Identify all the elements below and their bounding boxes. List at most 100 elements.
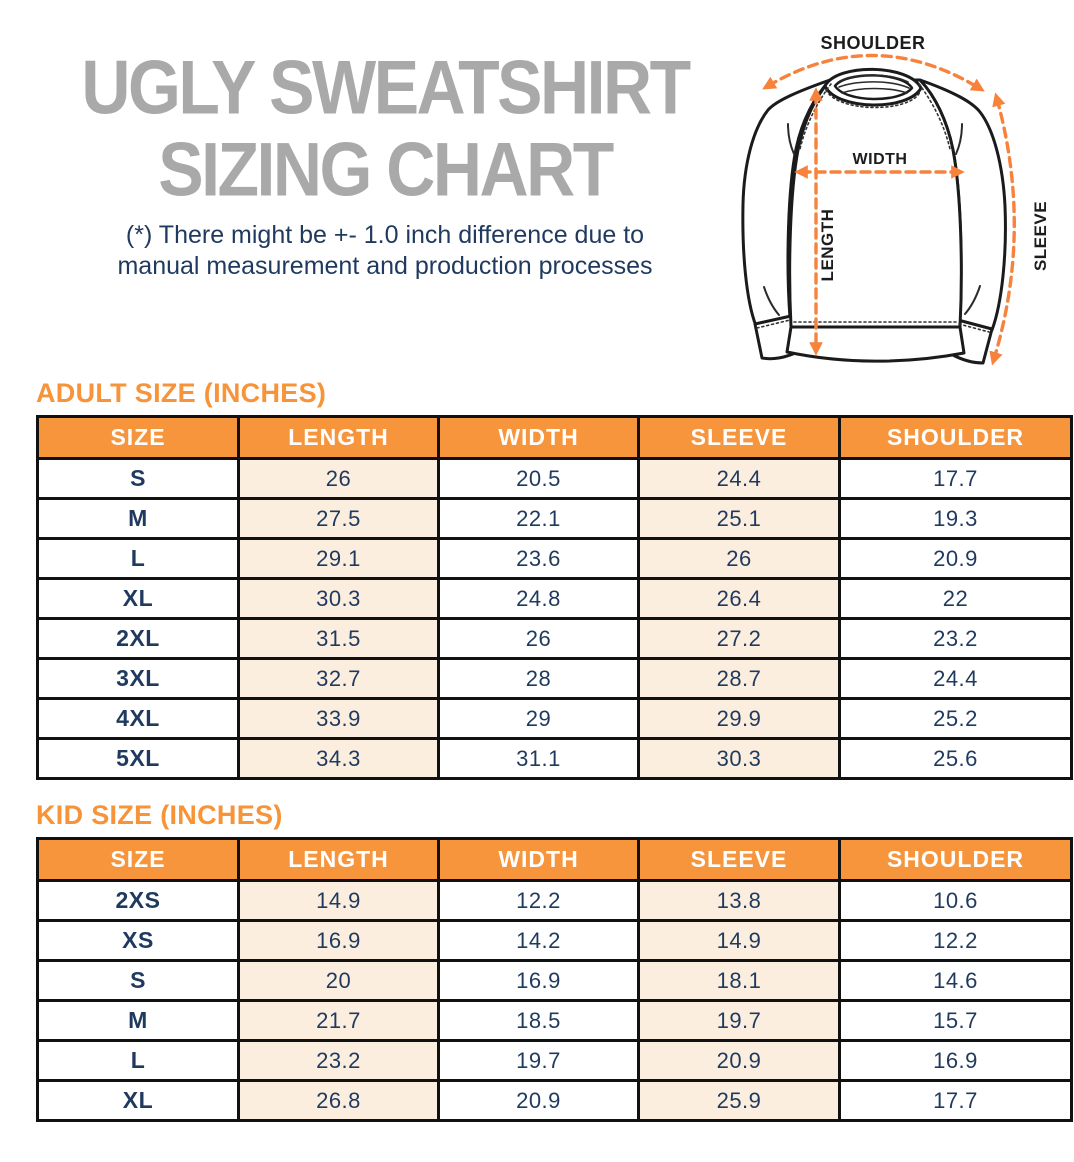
size-cell: XS <box>36 919 240 962</box>
value-cell: 26 <box>237 457 440 500</box>
value-cell: 19.3 <box>838 497 1073 540</box>
sweatshirt-illustration-icon: SHOULDER WIDTH LENGTH SLEEVE <box>741 33 1050 366</box>
value-cell: 26 <box>637 537 841 580</box>
value-cell: 26.8 <box>237 1079 440 1122</box>
value-cell: 25.9 <box>637 1079 841 1122</box>
column-header-size: SIZE <box>36 415 240 460</box>
value-cell: 20.9 <box>637 1039 841 1082</box>
kid-section-heading: KID SIZE (INCHES) <box>36 800 283 830</box>
value-cell: 27.5 <box>237 497 440 540</box>
kid-size-section: KID SIZE (INCHES) SIZE LENGTH WIDTH SLEEVE S… <box>36 800 1073 1122</box>
value-cell: 28 <box>437 657 640 700</box>
value-cell: 14.6 <box>838 959 1073 1002</box>
adult-section-heading: ADULT SIZE (INCHES) <box>36 378 327 408</box>
value-cell: 17.7 <box>838 1079 1073 1122</box>
value-cell: 10.6 <box>838 879 1073 922</box>
size-cell: S <box>36 457 240 500</box>
value-cell: 16.9 <box>237 919 440 962</box>
kid-size-table: SIZE LENGTH WIDTH SLEEVE SHOULDER 2XS 14.9 12.… <box>36 837 1073 1122</box>
table-row: 4XL 33.9 29 29.9 25.2 <box>36 697 1073 740</box>
adult-size-section: ADULT SIZE (INCHES) SIZE LENGTH WIDTH SLEEV… <box>36 378 1073 780</box>
value-cell: 16.9 <box>437 959 640 1002</box>
value-cell: 27.2 <box>637 617 841 660</box>
page-title-line1: UGLY SWEATSHIRT <box>81 45 691 131</box>
value-cell: 14.9 <box>237 879 440 922</box>
value-cell: 12.2 <box>838 919 1073 962</box>
table-row: L 29.1 23.6 26 20.9 <box>36 537 1073 580</box>
table-row: 3XL 32.7 28 28.7 24.4 <box>36 657 1073 700</box>
value-cell: 20.5 <box>437 457 640 500</box>
value-cell: 19.7 <box>637 999 841 1042</box>
column-header-shoulder: SHOULDER <box>838 415 1073 460</box>
table-header-row: SIZE LENGTH WIDTH SLEEVE SHOULDER <box>36 837 1073 882</box>
value-cell: 14.9 <box>637 919 841 962</box>
column-header-width: WIDTH <box>437 415 640 460</box>
value-cell: 20 <box>237 959 440 1002</box>
adult-table-body: S 26 20.5 24.4 17.7 M 27.5 22.1 25.1 19.3 L 29.1 23.… <box>36 457 1073 780</box>
value-cell: 23.2 <box>237 1039 440 1082</box>
table-row: S 20 16.9 18.1 14.6 <box>36 959 1073 1002</box>
value-cell: 30.3 <box>237 577 440 620</box>
title-block: UGLY SWEATSHIRT SIZING CHART (*) There m… <box>30 42 740 282</box>
adult-size-table: SIZE LENGTH WIDTH SLEEVE SHOULDER S 26 20.5 24.… <box>36 415 1073 780</box>
value-cell: 18.1 <box>637 959 841 1002</box>
adult-table-head: SIZE LENGTH WIDTH SLEEVE SHOULDER <box>36 415 1073 460</box>
page-title-line2: SIZING CHART <box>158 127 614 213</box>
value-cell: 14.2 <box>437 919 640 962</box>
value-cell: 13.8 <box>637 879 841 922</box>
size-cell: L <box>36 1039 240 1082</box>
value-cell: 20.9 <box>838 537 1073 580</box>
table-row: 2XL 31.5 26 27.2 23.2 <box>36 617 1073 660</box>
value-cell: 23.2 <box>838 617 1073 660</box>
shoulder-arrow-icon <box>762 53 985 92</box>
value-cell: 31.1 <box>437 737 640 780</box>
column-header-sleeve: SLEEVE <box>637 837 841 882</box>
kid-table-body: 2XS 14.9 12.2 13.8 10.6 XS 16.9 14.2 14.9 12.2 S 20… <box>36 879 1073 1122</box>
value-cell: 26.4 <box>637 577 841 620</box>
value-cell: 31.5 <box>237 617 440 660</box>
fold-lines-icon <box>763 123 981 316</box>
table-row: L 23.2 19.7 20.9 16.9 <box>36 1039 1073 1082</box>
size-cell: 4XL <box>36 697 240 740</box>
column-header-width: WIDTH <box>437 837 640 882</box>
measurement-note-line1: (*) There might be +- 1.0 inch differenc… <box>125 221 645 249</box>
length-measure-label: LENGTH <box>818 209 837 282</box>
table-row: XL 26.8 20.9 25.9 17.7 <box>36 1079 1073 1122</box>
column-header-shoulder: SHOULDER <box>838 837 1073 882</box>
kid-table-head: SIZE LENGTH WIDTH SLEEVE SHOULDER <box>36 837 1073 882</box>
value-cell: 28.7 <box>637 657 841 700</box>
size-cell: 2XS <box>36 879 240 922</box>
size-cell: XL <box>36 577 240 620</box>
sleeve-arrow-icon <box>989 92 1016 366</box>
table-row: M 21.7 18.5 19.7 15.7 <box>36 999 1073 1042</box>
size-cell: M <box>36 497 240 540</box>
sweatshirt-diagram: SHOULDER WIDTH LENGTH SLEEVE <box>730 2 1074 382</box>
size-cell: 3XL <box>36 657 240 700</box>
sweatshirt-outline-icon <box>741 67 1007 365</box>
value-cell: 29 <box>437 697 640 740</box>
value-cell: 25.1 <box>637 497 841 540</box>
table-row: M 27.5 22.1 25.1 19.3 <box>36 497 1073 540</box>
value-cell: 23.6 <box>437 537 640 580</box>
table-row: XL 30.3 24.8 26.4 22 <box>36 577 1073 620</box>
measurement-note: (*) There might be +- 1.0 inch differenc… <box>30 220 740 282</box>
table-row: 5XL 34.3 31.1 30.3 25.6 <box>36 737 1073 780</box>
value-cell: 32.7 <box>237 657 440 700</box>
size-cell: L <box>36 537 240 580</box>
value-cell: 29.9 <box>637 697 841 740</box>
size-cell: S <box>36 959 240 1002</box>
value-cell: 16.9 <box>838 1039 1073 1082</box>
value-cell: 29.1 <box>237 537 440 580</box>
value-cell: 20.9 <box>437 1079 640 1122</box>
value-cell: 25.2 <box>838 697 1073 740</box>
size-cell: XL <box>36 1079 240 1122</box>
width-measure-label: WIDTH <box>853 151 908 168</box>
column-header-length: LENGTH <box>237 415 440 460</box>
value-cell: 26 <box>437 617 640 660</box>
value-cell: 17.7 <box>838 457 1073 500</box>
value-cell: 22.1 <box>437 497 640 540</box>
value-cell: 22 <box>838 577 1073 620</box>
table-row: 2XS 14.9 12.2 13.8 10.6 <box>36 879 1073 922</box>
value-cell: 30.3 <box>637 737 841 780</box>
